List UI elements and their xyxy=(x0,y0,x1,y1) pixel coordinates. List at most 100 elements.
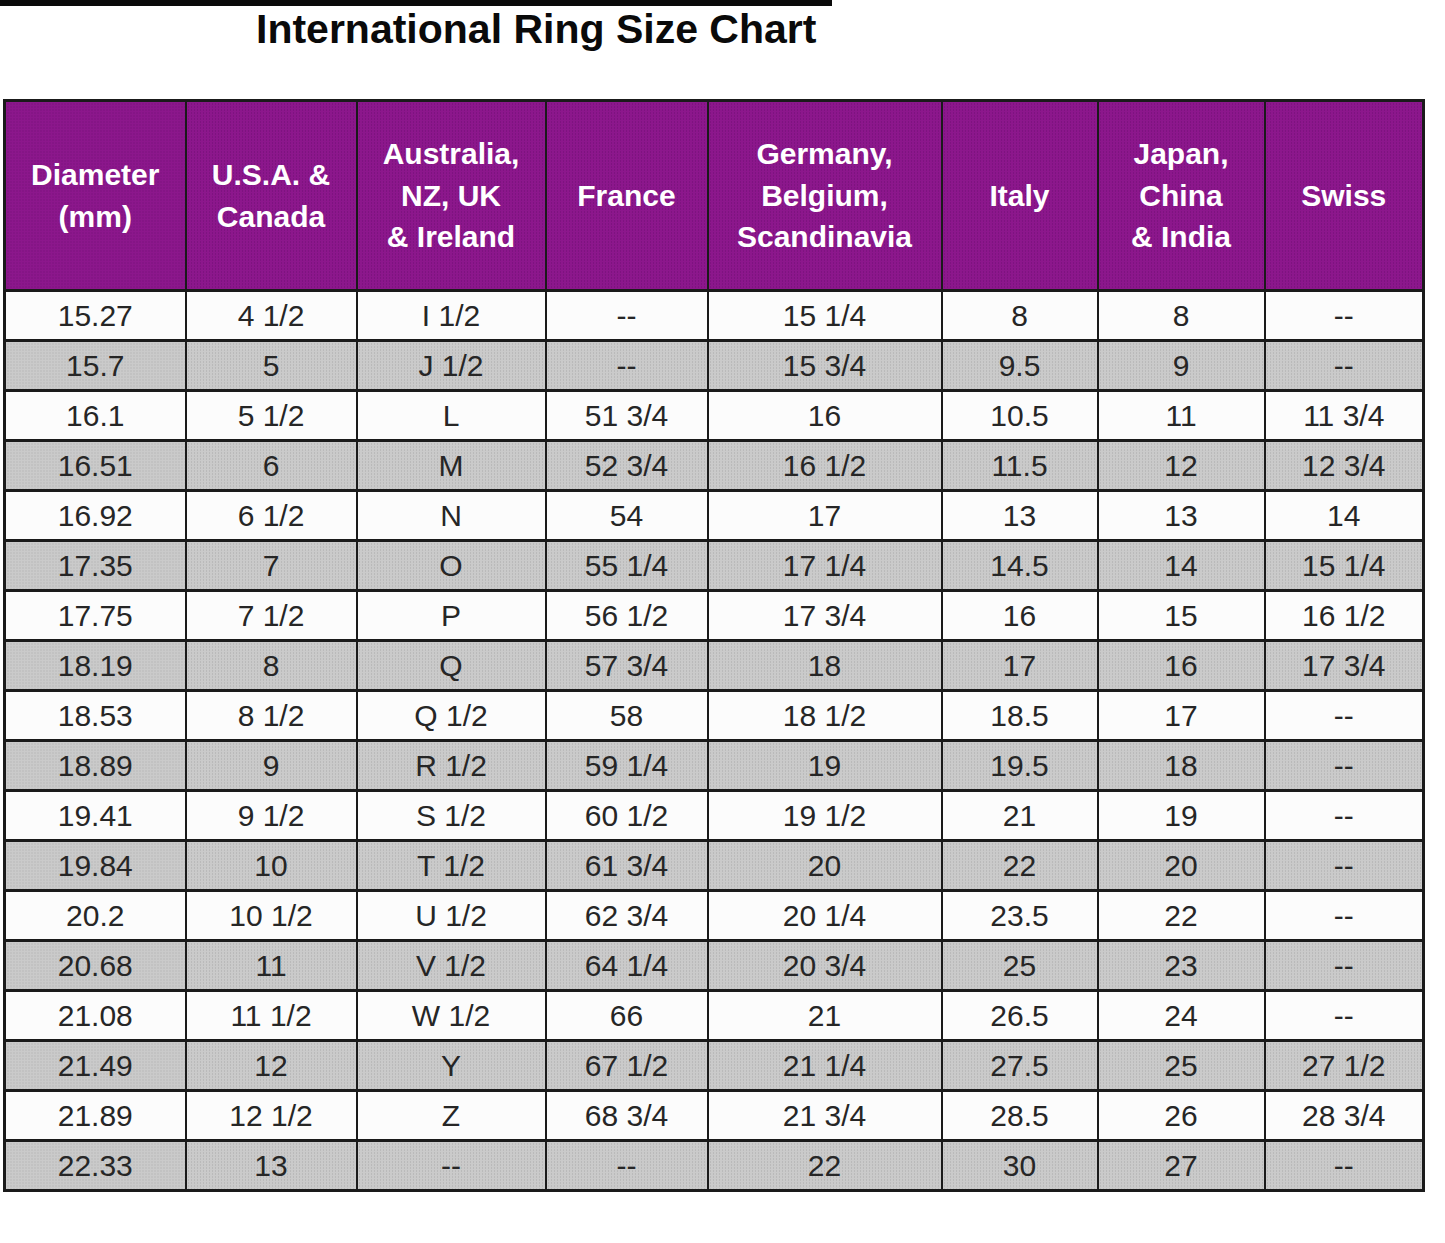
column-header-usa-canada: U.S.A. & Canada xyxy=(186,101,357,291)
cell-france: 59 1/4 xyxy=(546,741,708,791)
cell-usa-canada: 12 xyxy=(186,1041,357,1091)
cell-france: 62 3/4 xyxy=(546,891,708,941)
cell-italy: 8 xyxy=(942,291,1098,341)
cell-usa-canada: 7 1/2 xyxy=(186,591,357,641)
cell-diameter-mm: 15.7 xyxy=(5,341,186,391)
cell-usa-canada: 5 xyxy=(186,341,357,391)
cell-swiss: 14 xyxy=(1265,491,1424,541)
table-row: 15.75J 1/2--15 3/49.59-- xyxy=(5,341,1424,391)
cell-australia-nz-uk-ireland: O xyxy=(357,541,546,591)
cell-japan-china-india: 9 xyxy=(1098,341,1265,391)
table-row: 18.198Q57 3/418171617 3/4 xyxy=(5,641,1424,691)
cell-usa-canada: 10 1/2 xyxy=(186,891,357,941)
cell-australia-nz-uk-ireland: -- xyxy=(357,1141,546,1191)
cell-swiss: 12 3/4 xyxy=(1265,441,1424,491)
cell-australia-nz-uk-ireland: R 1/2 xyxy=(357,741,546,791)
cell-japan-china-india: 23 xyxy=(1098,941,1265,991)
cell-italy: 27.5 xyxy=(942,1041,1098,1091)
column-header-diameter-mm: Diameter (mm) xyxy=(5,101,186,291)
cell-japan-china-india: 18 xyxy=(1098,741,1265,791)
column-header-japan-china-india: Japan, China & India xyxy=(1098,101,1265,291)
table-row: 16.15 1/2L51 3/41610.51111 3/4 xyxy=(5,391,1424,441)
cell-germany-belgium-scandinavia: 19 1/2 xyxy=(708,791,942,841)
cell-australia-nz-uk-ireland: T 1/2 xyxy=(357,841,546,891)
cell-swiss: 17 3/4 xyxy=(1265,641,1424,691)
cell-australia-nz-uk-ireland: U 1/2 xyxy=(357,891,546,941)
cell-australia-nz-uk-ireland: Q xyxy=(357,641,546,691)
cell-france: 66 xyxy=(546,991,708,1041)
cell-diameter-mm: 21.89 xyxy=(5,1091,186,1141)
cell-usa-canada: 9 1/2 xyxy=(186,791,357,841)
cell-italy: 25 xyxy=(942,941,1098,991)
cell-germany-belgium-scandinavia: 18 1/2 xyxy=(708,691,942,741)
column-header-swiss: Swiss xyxy=(1265,101,1424,291)
cell-italy: 17 xyxy=(942,641,1098,691)
cell-swiss: -- xyxy=(1265,991,1424,1041)
table-row: 19.8410T 1/261 3/4202220-- xyxy=(5,841,1424,891)
cell-japan-china-india: 16 xyxy=(1098,641,1265,691)
cell-diameter-mm: 18.89 xyxy=(5,741,186,791)
cell-swiss: -- xyxy=(1265,941,1424,991)
cell-australia-nz-uk-ireland: Y xyxy=(357,1041,546,1091)
cell-germany-belgium-scandinavia: 17 3/4 xyxy=(708,591,942,641)
column-header-france: France xyxy=(546,101,708,291)
cell-germany-belgium-scandinavia: 20 1/4 xyxy=(708,891,942,941)
cell-france: 67 1/2 xyxy=(546,1041,708,1091)
cell-japan-china-india: 11 xyxy=(1098,391,1265,441)
cell-france: 58 xyxy=(546,691,708,741)
cell-australia-nz-uk-ireland: P xyxy=(357,591,546,641)
cell-australia-nz-uk-ireland: Q 1/2 xyxy=(357,691,546,741)
cell-diameter-mm: 19.41 xyxy=(5,791,186,841)
cell-usa-canada: 7 xyxy=(186,541,357,591)
cell-italy: 16 xyxy=(942,591,1098,641)
table-row: 18.899R 1/259 1/41919.518-- xyxy=(5,741,1424,791)
cell-diameter-mm: 16.51 xyxy=(5,441,186,491)
cell-diameter-mm: 20.68 xyxy=(5,941,186,991)
cell-japan-china-india: 14 xyxy=(1098,541,1265,591)
cell-france: -- xyxy=(546,291,708,341)
cell-japan-china-india: 13 xyxy=(1098,491,1265,541)
cell-germany-belgium-scandinavia: 17 1/4 xyxy=(708,541,942,591)
cell-japan-china-india: 20 xyxy=(1098,841,1265,891)
cell-italy: 9.5 xyxy=(942,341,1098,391)
cell-france: 55 1/4 xyxy=(546,541,708,591)
cell-japan-china-india: 19 xyxy=(1098,791,1265,841)
cell-diameter-mm: 16.92 xyxy=(5,491,186,541)
cell-italy: 11.5 xyxy=(942,441,1098,491)
cell-usa-canada: 11 1/2 xyxy=(186,991,357,1041)
table-row: 21.0811 1/2W 1/2662126.524-- xyxy=(5,991,1424,1041)
table-row: 20.210 1/2U 1/262 3/420 1/423.522-- xyxy=(5,891,1424,941)
cell-germany-belgium-scandinavia: 15 3/4 xyxy=(708,341,942,391)
cell-australia-nz-uk-ireland: M xyxy=(357,441,546,491)
cell-germany-belgium-scandinavia: 20 3/4 xyxy=(708,941,942,991)
cell-usa-canada: 6 1/2 xyxy=(186,491,357,541)
cell-germany-belgium-scandinavia: 19 xyxy=(708,741,942,791)
table-row: 19.419 1/2S 1/260 1/219 1/22119-- xyxy=(5,791,1424,841)
cell-japan-china-india: 26 xyxy=(1098,1091,1265,1141)
cell-italy: 28.5 xyxy=(942,1091,1098,1141)
cell-usa-canada: 8 1/2 xyxy=(186,691,357,741)
page: International Ring Size Chart Diameter (… xyxy=(0,0,1445,1243)
cell-diameter-mm: 18.19 xyxy=(5,641,186,691)
cell-swiss: 27 1/2 xyxy=(1265,1041,1424,1091)
cell-swiss: 11 3/4 xyxy=(1265,391,1424,441)
cell-usa-canada: 12 1/2 xyxy=(186,1091,357,1141)
cell-france: 54 xyxy=(546,491,708,541)
table-row: 21.4912Y67 1/221 1/427.52527 1/2 xyxy=(5,1041,1424,1091)
cell-germany-belgium-scandinavia: 21 3/4 xyxy=(708,1091,942,1141)
cell-swiss: -- xyxy=(1265,791,1424,841)
cell-france: 64 1/4 xyxy=(546,941,708,991)
cell-usa-canada: 13 xyxy=(186,1141,357,1191)
header-row: Diameter (mm)U.S.A. & CanadaAustralia, N… xyxy=(5,101,1424,291)
cell-germany-belgium-scandinavia: 18 xyxy=(708,641,942,691)
cell-usa-canada: 11 xyxy=(186,941,357,991)
cell-italy: 13 xyxy=(942,491,1098,541)
cell-swiss: -- xyxy=(1265,341,1424,391)
cell-usa-canada: 8 xyxy=(186,641,357,691)
cell-australia-nz-uk-ireland: V 1/2 xyxy=(357,941,546,991)
cell-japan-china-india: 15 xyxy=(1098,591,1265,641)
cell-italy: 19.5 xyxy=(942,741,1098,791)
cell-france: 68 3/4 xyxy=(546,1091,708,1141)
cell-germany-belgium-scandinavia: 15 1/4 xyxy=(708,291,942,341)
cell-diameter-mm: 18.53 xyxy=(5,691,186,741)
